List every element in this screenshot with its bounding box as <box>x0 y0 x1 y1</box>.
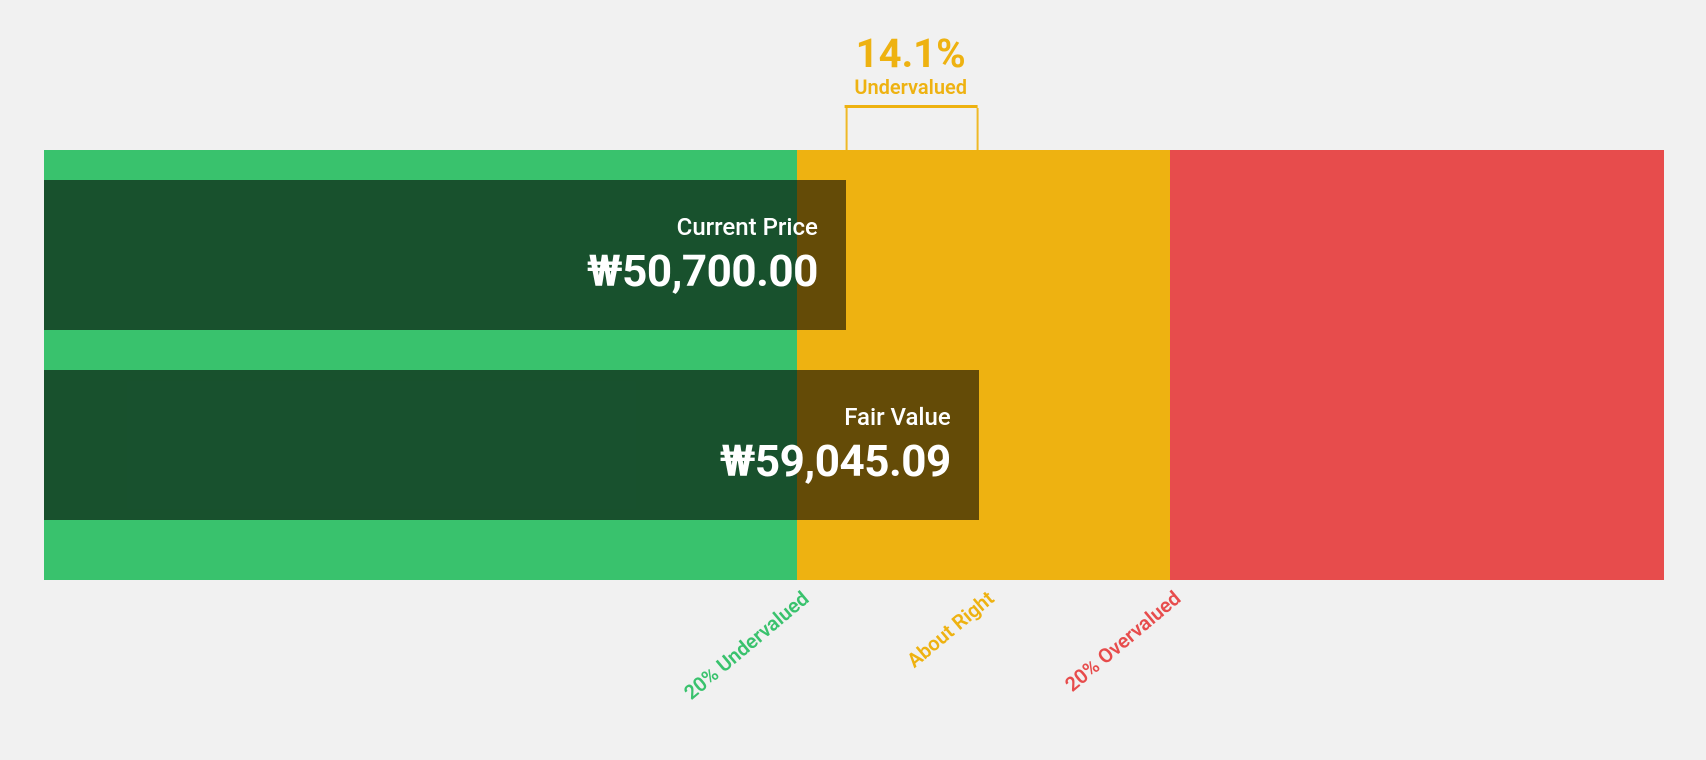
callout-underline <box>844 105 977 108</box>
fair-value-bar: Fair Value ₩59,045.09 <box>44 370 979 520</box>
axis-label-undervalued: 20% Undervalued <box>679 586 813 704</box>
callout-tick-right <box>977 108 979 150</box>
callout-percent: 14.1% <box>844 30 977 77</box>
current-price-value: ₩50,700.00 <box>587 245 818 297</box>
axis-label-about-right: About Right <box>902 586 999 672</box>
current-price-bar: Current Price ₩50,700.00 <box>44 180 846 330</box>
valuation-chart: Current Price ₩50,700.00 Fair Value ₩59,… <box>44 150 1664 580</box>
callout-tick-left <box>846 108 848 150</box>
zone-overvalued <box>1170 150 1664 580</box>
fair-value-label: Fair Value <box>844 403 951 431</box>
valuation-callout: 14.1% Undervalued <box>844 30 977 108</box>
current-price-label: Current Price <box>677 213 818 241</box>
axis-label-overvalued: 20% Overvalued <box>1060 586 1185 697</box>
fair-value-value: ₩59,045.09 <box>720 435 951 487</box>
callout-subtext: Undervalued <box>844 75 977 99</box>
